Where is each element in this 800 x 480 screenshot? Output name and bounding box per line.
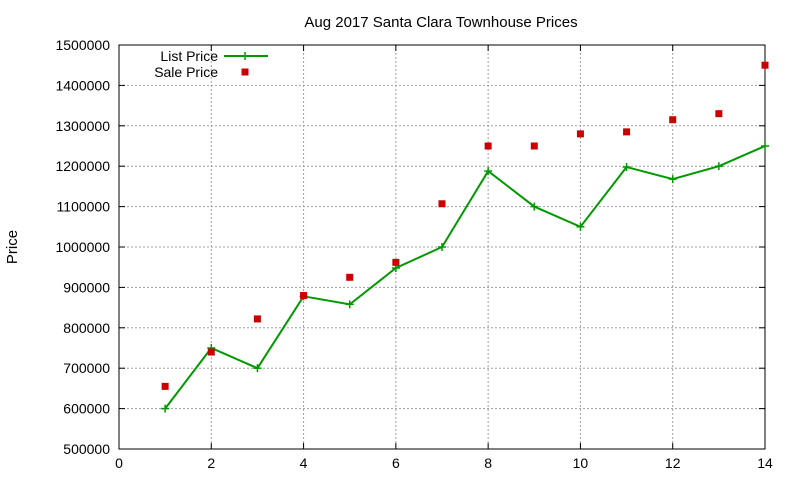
y-tick-label: 900000 bbox=[63, 279, 110, 295]
y-tick-label: 500000 bbox=[63, 441, 110, 457]
plot-border bbox=[118, 44, 766, 450]
sale-price-point bbox=[253, 315, 261, 323]
legend-label: Sale Price bbox=[154, 64, 218, 80]
list-price-point bbox=[668, 175, 677, 184]
legend-label: List Price bbox=[160, 48, 218, 64]
y-tick-label: 1300000 bbox=[55, 118, 110, 134]
y-tick-label: 1200000 bbox=[55, 158, 110, 174]
legend-swatch-marker bbox=[241, 68, 249, 76]
sale-price-point bbox=[623, 128, 631, 136]
list-price-point bbox=[576, 222, 585, 231]
sale-price-point bbox=[669, 116, 677, 124]
y-tick-label: 800000 bbox=[63, 320, 110, 336]
chart-title: Aug 2017 Santa Clara Townhouse Prices bbox=[304, 14, 577, 31]
x-tick-label: 8 bbox=[484, 455, 492, 471]
sale-price-point bbox=[576, 130, 584, 138]
x-tick-label: 10 bbox=[573, 455, 589, 471]
list-price-point bbox=[622, 163, 631, 172]
list-price-point bbox=[484, 167, 493, 176]
sale-price-point bbox=[392, 258, 400, 266]
sale-price-point bbox=[161, 382, 169, 390]
gridlines bbox=[119, 45, 765, 449]
sale-price-point bbox=[715, 110, 723, 118]
series-sale-price bbox=[161, 61, 769, 390]
list-price-point bbox=[530, 202, 539, 211]
x-tick-label: 2 bbox=[207, 455, 215, 471]
list-price-point bbox=[253, 364, 262, 373]
axis-ticks: 500000 600000 700000 800000 900000 1000000 110… bbox=[55, 37, 773, 471]
x-tick-label: 6 bbox=[392, 455, 400, 471]
series bbox=[161, 61, 769, 413]
list-price-point bbox=[761, 142, 769, 150]
y-tick-label: 1400000 bbox=[55, 77, 110, 93]
list-price-point bbox=[438, 243, 446, 251]
list-price-point bbox=[345, 300, 354, 309]
legend-swatch-marker bbox=[241, 52, 249, 60]
y-tick-label: 1100000 bbox=[57, 199, 111, 215]
sale-price-point bbox=[484, 142, 492, 150]
sale-price-point bbox=[207, 348, 215, 356]
y-tick-label: 1500000 bbox=[55, 37, 110, 53]
y-tick-label: 700000 bbox=[63, 360, 110, 376]
x-tick-label: 4 bbox=[300, 455, 308, 471]
y-tick-label: 600000 bbox=[63, 401, 110, 417]
series-list-price bbox=[161, 142, 769, 413]
sale-price-point bbox=[300, 291, 308, 299]
sale-price-point bbox=[761, 61, 769, 69]
list-price-line bbox=[164, 145, 766, 410]
y-axis-label: Price bbox=[4, 230, 21, 264]
sale-price-point bbox=[346, 273, 354, 281]
x-tick-label: 14 bbox=[757, 455, 773, 471]
y-tick-label: 1000000 bbox=[55, 239, 110, 255]
sale-price-point bbox=[530, 142, 538, 150]
x-tick-label: 0 bbox=[115, 455, 123, 471]
list-price-point bbox=[714, 162, 723, 171]
list-price-point bbox=[161, 404, 170, 413]
x-tick-label: 12 bbox=[665, 455, 681, 471]
sale-price-point bbox=[438, 200, 446, 208]
